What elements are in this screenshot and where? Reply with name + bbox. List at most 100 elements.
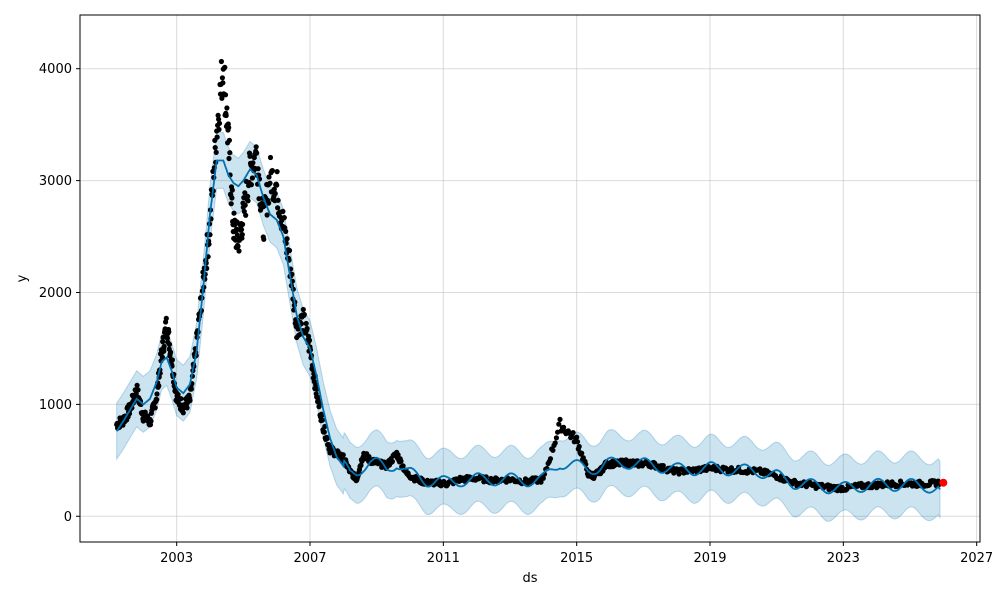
observed-point [164, 335, 170, 341]
observed-point [275, 197, 281, 203]
observed-point [284, 236, 290, 242]
last-point-marker [939, 478, 948, 487]
observed-point [275, 205, 281, 211]
observed-point [283, 228, 289, 234]
observed-point [156, 383, 162, 389]
observed-point [184, 405, 190, 411]
observed-point [177, 402, 183, 408]
grid [80, 15, 980, 542]
x-axis-label: ds [522, 571, 537, 586]
observed-point [281, 215, 287, 221]
observed-point [219, 75, 225, 81]
observed-point [300, 306, 306, 313]
observed-point [233, 226, 240, 232]
x-tick-label: 2003 [160, 551, 193, 566]
observed-point [236, 248, 242, 254]
observed-point [226, 137, 232, 143]
observed-point [243, 212, 249, 218]
observed-point [178, 396, 184, 402]
observed-point [216, 116, 222, 122]
observed-point [180, 410, 186, 416]
observed-point [215, 112, 221, 118]
observed-point [216, 120, 223, 126]
observed-point [218, 58, 224, 65]
observed-point [266, 174, 272, 180]
observed-point [242, 202, 248, 208]
y-tick-label: 3000 [39, 174, 72, 189]
observed-point [557, 416, 563, 422]
observed-point [264, 212, 270, 218]
observed-point [222, 92, 229, 98]
observed-points-layer [114, 58, 943, 494]
observed-point [245, 198, 251, 204]
observed-point [248, 182, 254, 188]
forecast-line [115, 159, 941, 495]
observed-point [267, 154, 274, 161]
observed-point [161, 348, 167, 354]
observed-point [161, 343, 167, 349]
observed-point [261, 236, 267, 242]
observed-point [240, 221, 246, 227]
observed-point [166, 329, 172, 335]
observed-point [226, 155, 232, 162]
observed-point [553, 435, 560, 441]
observed-point [254, 150, 260, 156]
observed-point [245, 193, 251, 199]
observed-point [574, 434, 580, 440]
observed-point [188, 386, 194, 392]
observed-point [168, 349, 174, 355]
observed-point [579, 450, 585, 456]
observed-point [570, 430, 576, 436]
observed-point [159, 354, 165, 360]
observed-point [324, 435, 330, 442]
observed-point [301, 311, 307, 318]
observed-point [306, 337, 313, 343]
observed-point [229, 195, 235, 201]
observed-point [266, 200, 272, 206]
observed-point [255, 166, 261, 172]
observed-point [216, 126, 222, 133]
observed-point [235, 243, 241, 249]
x-tick-label: 2007 [293, 551, 326, 566]
observed-point [152, 405, 158, 411]
y-tick-label: 0 [64, 510, 72, 525]
observed-point [321, 429, 327, 435]
observed-point [340, 452, 346, 458]
observed-point [295, 326, 301, 332]
observed-point [303, 320, 309, 327]
observed-point [389, 458, 395, 465]
uncertainty-band-layer [116, 132, 941, 522]
observed-point [319, 417, 325, 423]
observed-point [223, 112, 229, 119]
observed-point [154, 391, 160, 397]
observed-point [272, 190, 278, 197]
observed-point [142, 409, 148, 415]
observed-point [212, 145, 218, 151]
y-tick-label: 4000 [39, 62, 72, 77]
y-tick-label: 1000 [39, 398, 72, 413]
observed-point [561, 424, 567, 430]
observed-point [274, 169, 280, 175]
observed-point [313, 382, 319, 388]
observed-point [576, 443, 582, 450]
x-tick-label: 2011 [427, 551, 460, 566]
y-axis-label: y [15, 274, 30, 282]
observed-point [222, 64, 228, 70]
plot-frame [79, 14, 981, 543]
observed-point [286, 247, 293, 254]
observed-point [398, 458, 404, 464]
observed-point [239, 232, 245, 238]
x-tick-label: 2019 [693, 551, 726, 566]
observed-point [227, 150, 233, 156]
x-tick-label: 2027 [960, 551, 993, 566]
observed-point [242, 190, 248, 196]
observed-point [267, 180, 273, 186]
observed-point [540, 475, 546, 481]
forecast-line-layer [115, 159, 948, 495]
observed-point [135, 387, 141, 393]
observed-point [166, 341, 173, 347]
observed-point [220, 80, 226, 86]
observed-point [280, 208, 286, 214]
observed-point [226, 125, 232, 131]
observed-point [274, 182, 280, 188]
